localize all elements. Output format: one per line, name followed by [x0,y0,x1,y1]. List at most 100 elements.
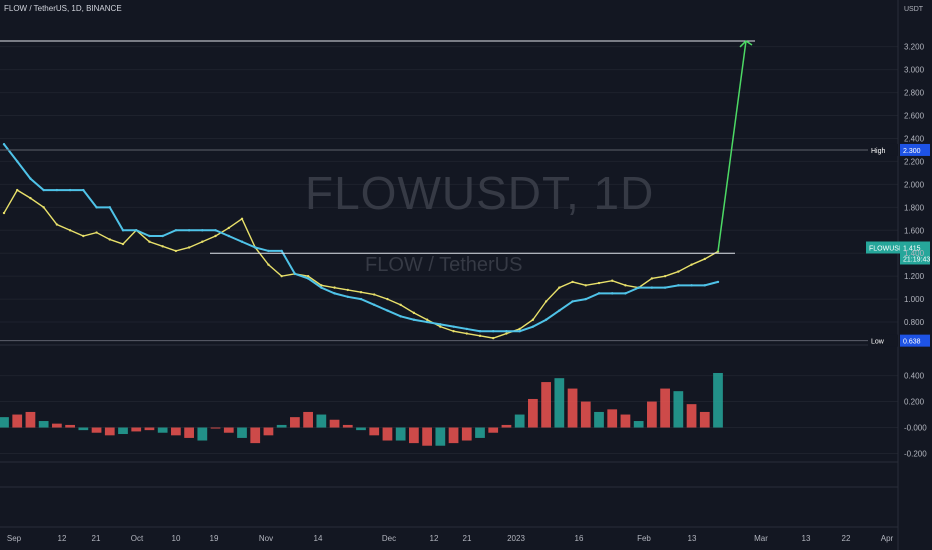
time-tick-label: Oct [131,534,144,543]
price-point [465,327,468,331]
oscillator-bar [713,372,723,428]
oscillator-bar [52,423,62,428]
price-point [663,286,667,289]
price-point [82,234,85,238]
target-arrow-head [739,39,753,48]
price-point [227,234,230,238]
price-point [108,238,111,241]
price-point [95,206,98,209]
price-point [174,249,178,253]
oscillator-bar [118,427,128,435]
price-point [254,246,257,249]
oscillator-bar [290,417,300,428]
price-point [452,330,455,333]
oscillator-bar [633,421,644,428]
price-point [359,297,363,301]
oscillator-bar [12,414,23,428]
price-point [148,240,151,243]
time-tick-label: 16 [575,534,584,543]
price-point [333,286,336,289]
oscillator-bar [356,427,366,431]
price-point [201,240,204,243]
price-point [320,286,323,289]
oscillator-bar [395,427,406,441]
low-value-bg [900,334,930,347]
axis-layer: 3.200 3.000 2.800 2.600 2.400 2.200 2.000 1.800… [7,6,927,543]
price-point [373,293,376,296]
time-tick-label: 13 [688,534,697,543]
oscillator-bar [65,424,75,428]
oscillator-bar [184,427,194,438]
price-point [597,292,601,295]
price-tick-label: 2.400 [904,134,925,143]
price-point [161,234,164,238]
oscillator-bar [409,427,419,444]
price-point [333,292,336,295]
target-arrow [717,40,747,252]
price-point [42,206,45,209]
price-point [677,284,680,287]
oscillator-bar [448,427,459,444]
price-point [359,291,363,294]
high-value: 2.300 [903,148,921,155]
price-point [690,263,693,266]
price-point [267,263,270,266]
price-point [677,270,680,273]
price-tick-label: 1.000 [904,295,925,304]
price-tick-label: 2.800 [904,89,925,98]
oscillator-bar [250,427,261,444]
price-point [505,332,508,335]
price-point [306,277,310,280]
oscillator-bar [237,427,247,438]
current-symbol-label-bg [866,241,900,254]
price-point [558,309,561,312]
price-point [346,295,349,299]
time-tick-label: 19 [210,534,219,543]
oscillator-bar [78,427,89,431]
price-point [439,323,442,326]
price-point [373,303,376,307]
oscillator-bar [276,424,287,428]
price-point [571,300,574,303]
oscillator-bar [686,404,697,428]
countdown-label-bg [900,252,930,265]
oscillator-bar [316,414,327,428]
oscillator-bar [91,427,102,433]
price-point [386,309,389,312]
price-point [505,330,508,333]
watermark-main: FLOWUSDT, 1D [305,167,655,219]
price-point [558,286,561,289]
price-point [518,330,521,333]
price-point [346,288,349,292]
price-point [518,327,521,331]
price-point [624,284,627,287]
time-tick-label: Nov [259,534,273,543]
oscillator-bar [475,427,485,438]
price-point [531,318,535,321]
oscillator-bar [25,411,36,428]
high-label-bg [868,143,898,156]
price-point [16,160,19,163]
time-tick-label: Feb [637,534,651,543]
time-tick-label: Sep [7,534,22,543]
osc-tick-label: 0.200 [904,398,925,407]
oscillator-bar [461,427,472,441]
price-point [544,318,548,321]
price-point [544,300,548,303]
price-point [68,188,72,192]
price-point [531,325,535,328]
oscillator-bar [594,411,604,428]
price-point [611,279,614,282]
price-point [201,229,204,232]
price-point [187,246,191,249]
current-symbol-label: FLOWUSDT [869,245,909,252]
price-point [425,320,429,324]
price-point [29,177,32,180]
price-point [703,284,706,287]
oscillator-bar [0,417,9,428]
price-point [399,303,402,307]
price-point [716,280,720,284]
price-point [611,292,614,295]
